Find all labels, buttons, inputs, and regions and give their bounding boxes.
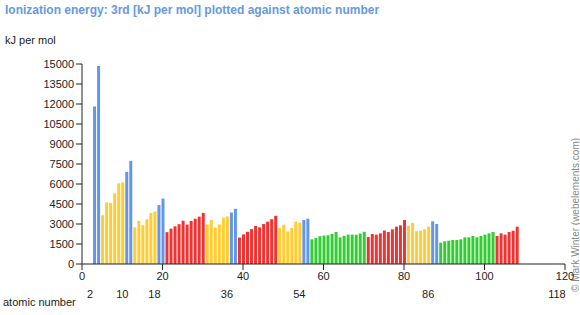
svg-text:80: 80 xyxy=(398,270,410,282)
html-text:Ionization energy: 3rd [kJ per: Ionization energy: 3rd [kJ per mol] plot… xyxy=(5,3,380,17)
svg-text:0: 0 xyxy=(79,270,85,282)
html-text:kJ per mol: kJ per mol xyxy=(5,34,56,46)
svg-text:40: 40 xyxy=(237,270,249,282)
svg-text:10: 10 xyxy=(116,288,128,300)
svg-text:100: 100 xyxy=(475,270,493,282)
svg-text:60: 60 xyxy=(317,270,329,282)
svg-text:10500: 10500 xyxy=(43,118,74,130)
svg-text:54: 54 xyxy=(293,288,305,300)
svg-text:6000: 6000 xyxy=(50,178,74,190)
svg-text:4500: 4500 xyxy=(50,198,74,210)
svg-text:9000: 9000 xyxy=(50,138,74,150)
svg-text:7500: 7500 xyxy=(50,158,74,170)
svg-text:1500: 1500 xyxy=(50,238,74,250)
svg-text:2: 2 xyxy=(87,288,93,300)
html-text:© Mark Winter (webelements.com: © Mark Winter (webelements.com) xyxy=(570,137,580,292)
svg-text:86: 86 xyxy=(422,288,434,300)
svg-text:3000: 3000 xyxy=(50,218,74,230)
svg-text:0: 0 xyxy=(68,258,74,270)
svg-text:118: 118 xyxy=(548,288,566,300)
svg-text:12000: 12000 xyxy=(43,98,74,110)
svg-text:120: 120 xyxy=(556,270,572,282)
html-text:atomic number: atomic number xyxy=(3,296,76,308)
svg-text:36: 36 xyxy=(221,288,233,300)
svg-text:18: 18 xyxy=(148,288,160,300)
svg-text:15000: 15000 xyxy=(43,58,74,70)
svg-text:20: 20 xyxy=(156,270,168,282)
svg-text:13500: 13500 xyxy=(43,78,74,90)
